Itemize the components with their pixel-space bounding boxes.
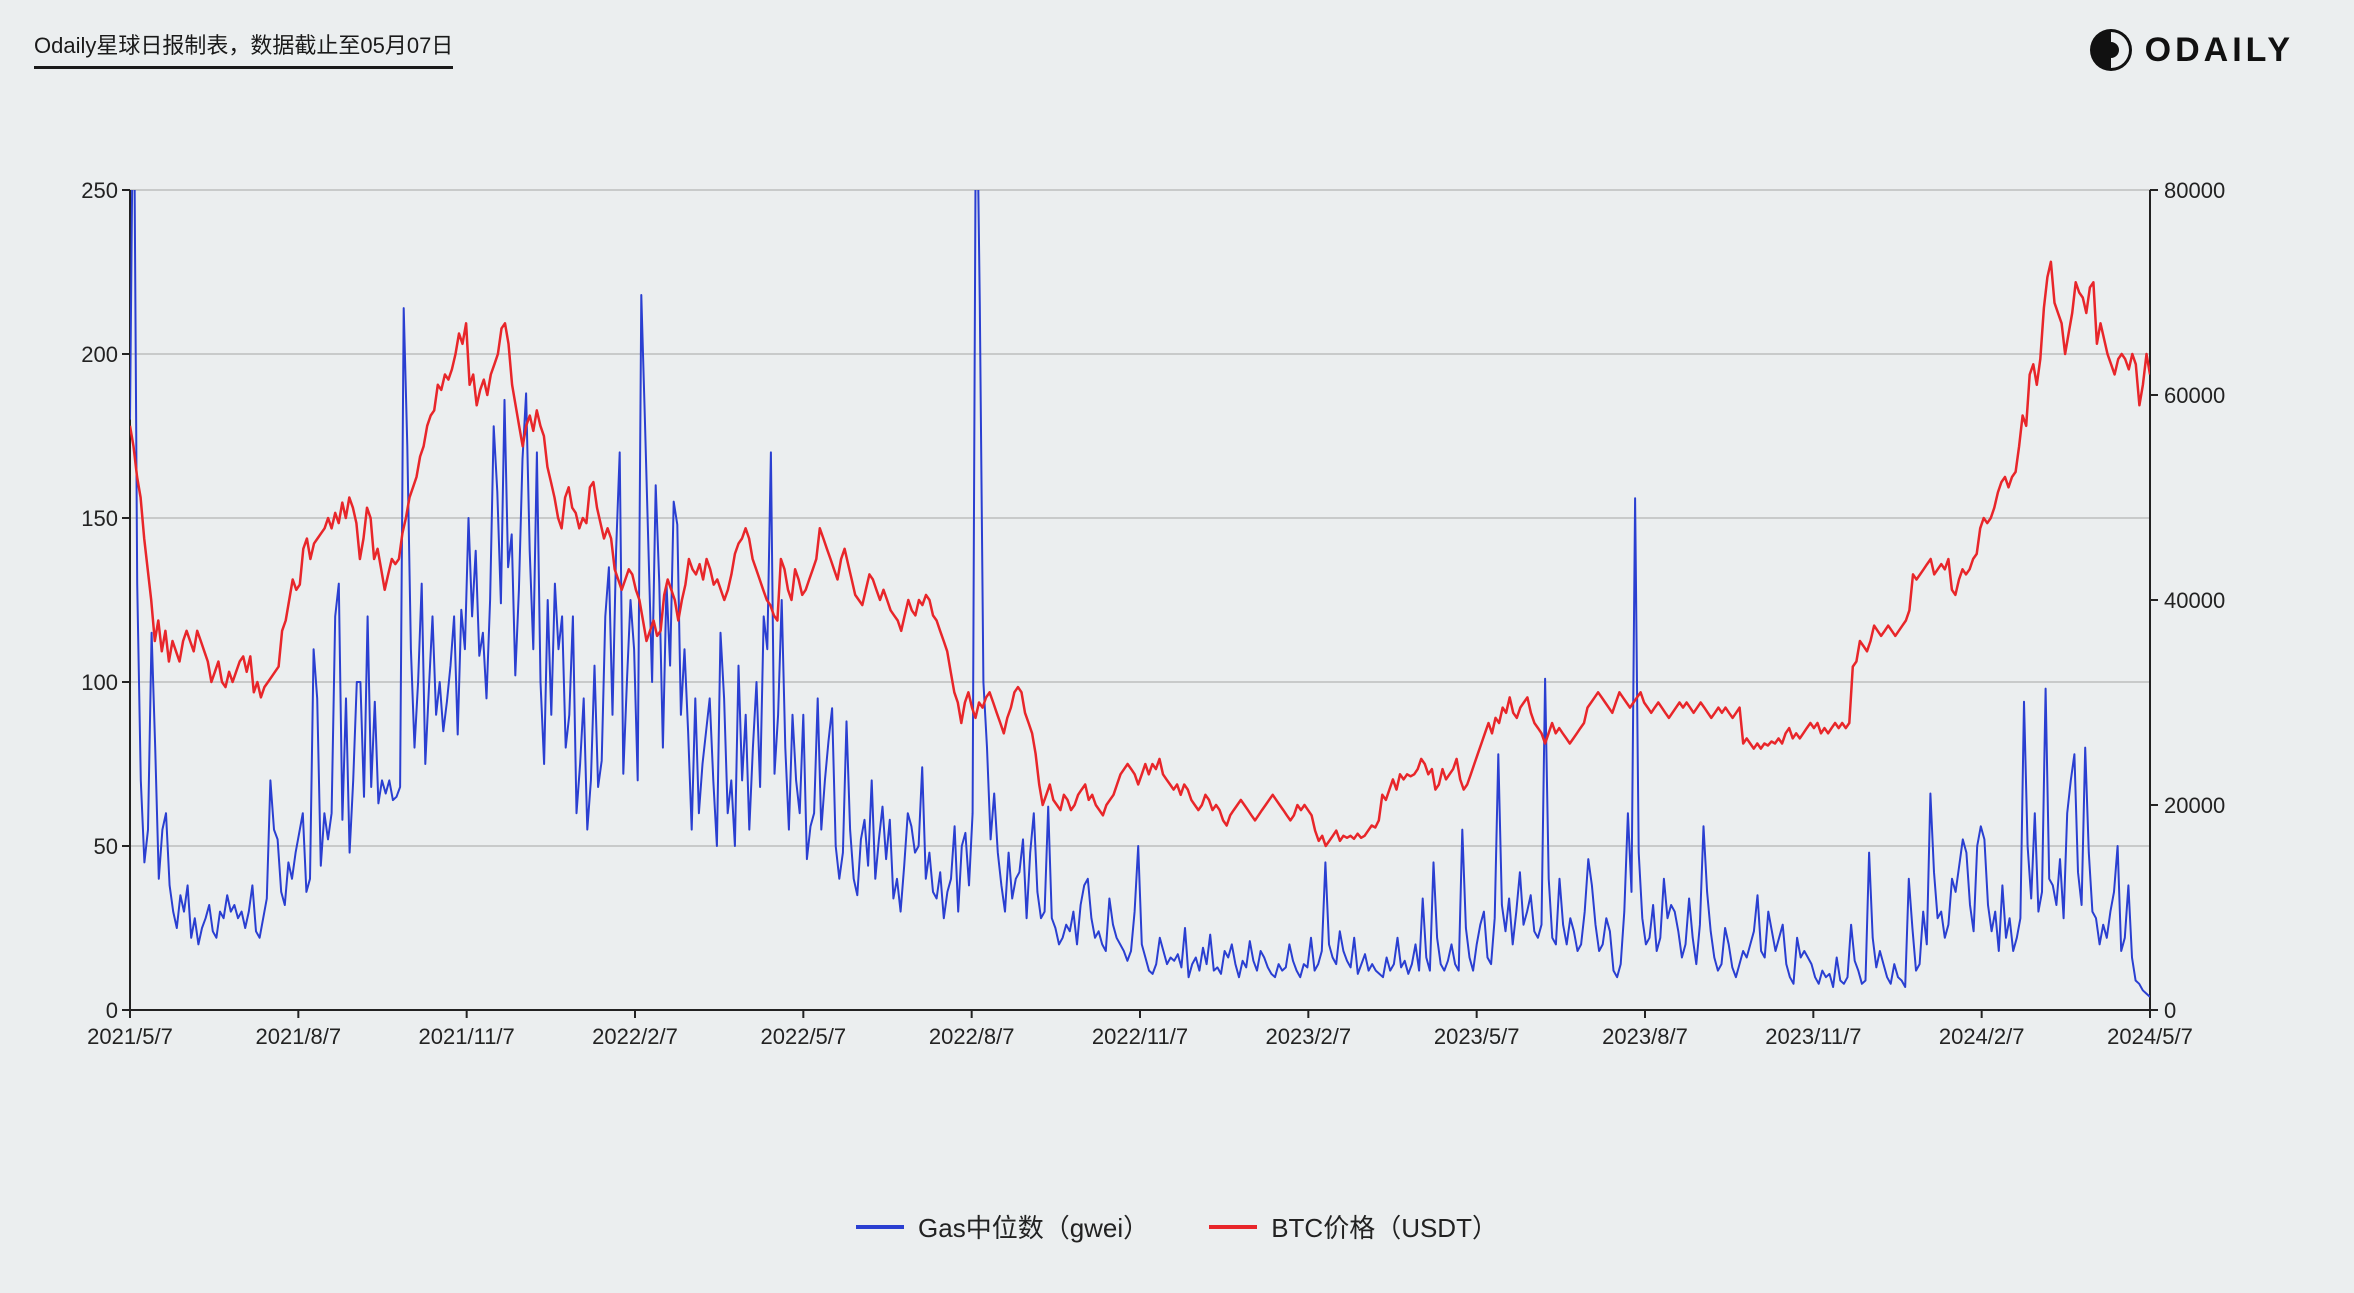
svg-text:250: 250 xyxy=(81,180,118,203)
svg-text:2023/5/7: 2023/5/7 xyxy=(1434,1024,1520,1049)
svg-text:0: 0 xyxy=(2164,998,2176,1023)
chart-legend: Gas中位数（gwei） BTC价格（USDT） xyxy=(0,1208,2354,1245)
svg-text:200: 200 xyxy=(81,342,118,367)
svg-text:40000: 40000 xyxy=(2164,588,2225,613)
svg-text:2022/8/7: 2022/8/7 xyxy=(929,1024,1015,1049)
legend-swatch-gas xyxy=(856,1225,904,1229)
chart-area: 0 50 100 150 200 250 0 20000 40000 60000 80000 2021… xyxy=(60,180,2240,1065)
svg-text:2023/2/7: 2023/2/7 xyxy=(1266,1024,1352,1049)
svg-text:0: 0 xyxy=(106,998,118,1023)
legend-item-gas: Gas中位数（gwei） xyxy=(856,1208,1149,1245)
svg-text:2021/11/7: 2021/11/7 xyxy=(419,1024,515,1049)
svg-text:50: 50 xyxy=(94,834,118,859)
legend-label-btc: BTC价格（USDT） xyxy=(1271,1208,1498,1245)
svg-text:2024/2/7: 2024/2/7 xyxy=(1939,1024,2025,1049)
chart-caption: Odaily星球日报制表，数据截止至05月07日 xyxy=(34,28,453,69)
chart-svg: 0 50 100 150 200 250 0 20000 40000 60000 80000 2021… xyxy=(60,180,2240,1060)
svg-text:20000: 20000 xyxy=(2164,793,2225,818)
legend-swatch-btc xyxy=(1209,1225,1257,1229)
svg-text:2021/8/7: 2021/8/7 xyxy=(256,1024,342,1049)
svg-text:80000: 80000 xyxy=(2164,180,2225,203)
svg-text:2023/11/7: 2023/11/7 xyxy=(1765,1024,1861,1049)
svg-text:2022/2/7: 2022/2/7 xyxy=(592,1024,678,1049)
page-root: Odaily星球日报制表，数据截止至05月07日 ODAILY 0 50 100 15… xyxy=(0,0,2354,1293)
svg-text:100: 100 xyxy=(81,670,118,695)
svg-text:2023/8/7: 2023/8/7 xyxy=(1602,1024,1688,1049)
svg-text:2022/5/7: 2022/5/7 xyxy=(761,1024,847,1049)
brand-text: ODAILY xyxy=(2145,31,2294,70)
legend-item-btc: BTC价格（USDT） xyxy=(1209,1208,1498,1245)
legend-label-gas: Gas中位数（gwei） xyxy=(918,1208,1149,1245)
svg-text:2024/5/7: 2024/5/7 xyxy=(2107,1024,2193,1049)
brand-logo: ODAILY xyxy=(2089,28,2294,72)
svg-text:2022/11/7: 2022/11/7 xyxy=(1092,1024,1188,1049)
svg-text:60000: 60000 xyxy=(2164,383,2225,408)
svg-text:150: 150 xyxy=(81,506,118,531)
odaily-icon xyxy=(2089,28,2133,72)
svg-text:2021/5/7: 2021/5/7 xyxy=(87,1024,173,1049)
caption-text: Odaily星球日报制表，数据截止至05月07日 xyxy=(34,33,453,58)
